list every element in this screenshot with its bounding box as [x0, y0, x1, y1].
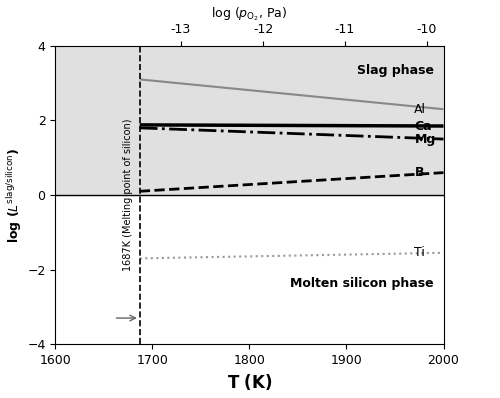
Text: Ti: Ti: [414, 246, 426, 259]
Text: Ca: Ca: [414, 119, 432, 133]
Text: Al: Al: [414, 103, 426, 116]
X-axis label: log ($p_{\mathrm{O_2}}$, Pa): log ($p_{\mathrm{O_2}}$, Pa): [212, 6, 288, 23]
Text: Slag phase: Slag phase: [357, 64, 434, 78]
Text: 1687K (Melting point of silicon): 1687K (Melting point of silicon): [123, 119, 133, 271]
Text: Mg: Mg: [414, 133, 436, 146]
Y-axis label: log ($L^{\mathrm{slag/silicon}}$): log ($L^{\mathrm{slag/silicon}}$): [6, 147, 25, 243]
X-axis label: $\mathbf{T\ (K)}$: $\mathbf{T\ (K)}$: [226, 373, 272, 392]
Text: Molten silicon phase: Molten silicon phase: [290, 277, 434, 290]
Text: B: B: [414, 166, 424, 179]
